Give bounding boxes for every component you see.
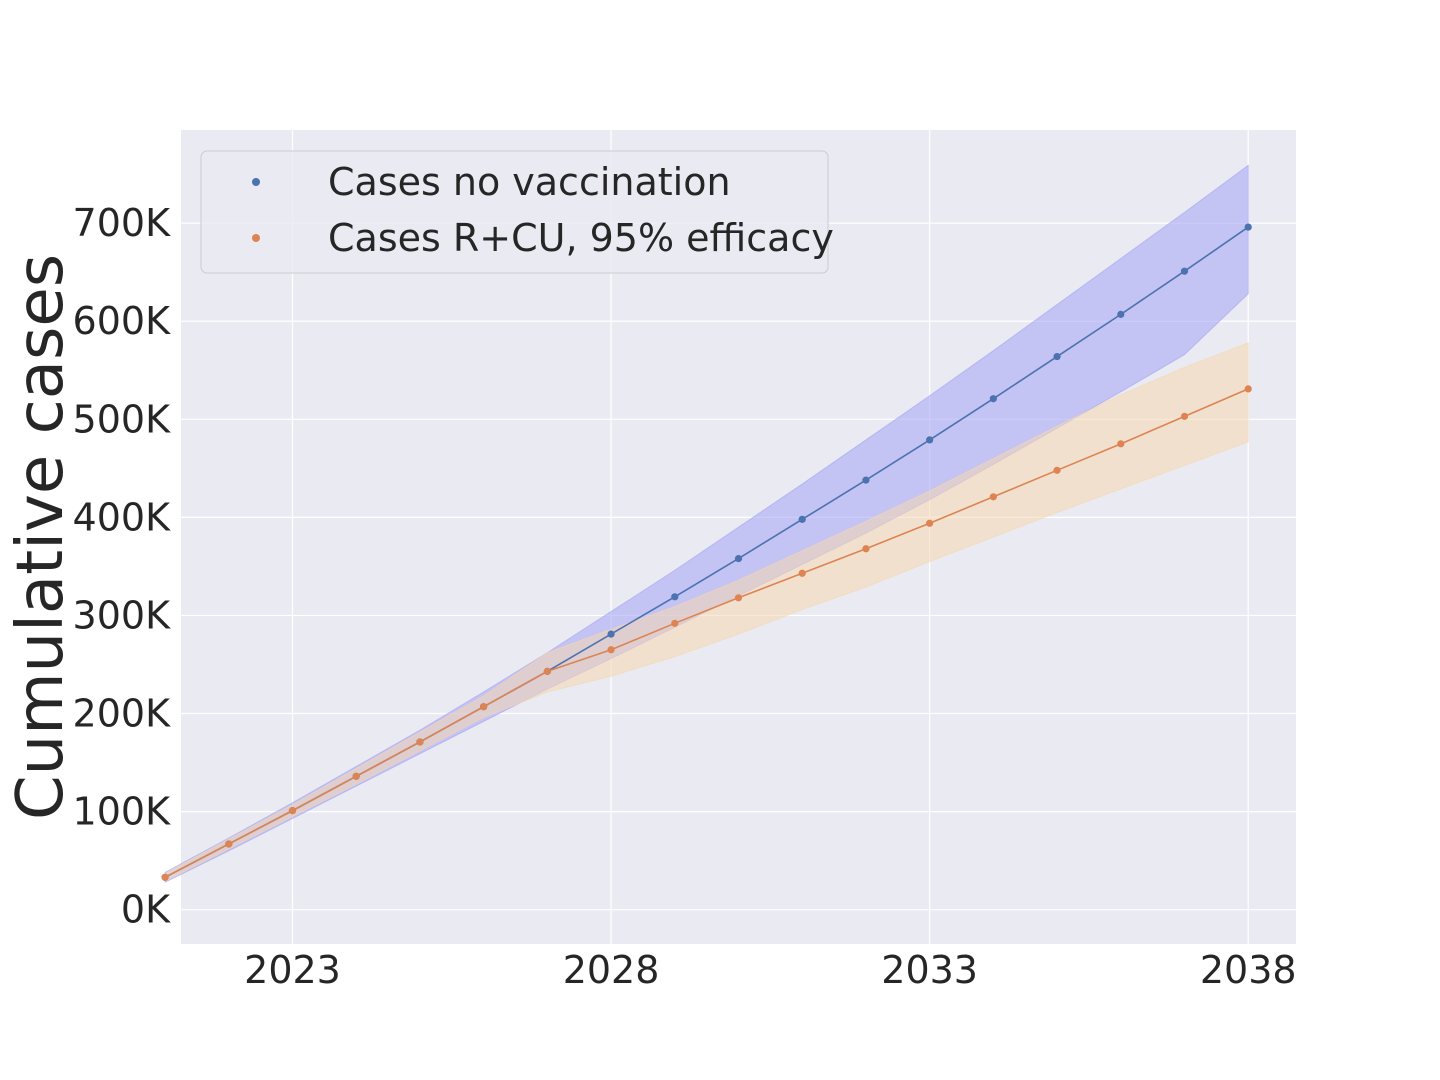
legend-marker — [252, 234, 260, 242]
data-point — [671, 593, 679, 601]
legend-label: Cases R+CU, 95% efficacy — [328, 216, 834, 260]
y-tick-label: 500K — [73, 397, 172, 441]
data-point — [352, 772, 360, 780]
data-point — [862, 545, 870, 553]
series-line-2 — [164, 388, 1249, 879]
y-tick-label: 700K — [73, 201, 172, 245]
data-point — [288, 807, 297, 815]
x-tick-label: 2028 — [563, 948, 660, 992]
legend: Cases no vaccination Cases R+CU, 95% effi… — [200, 150, 834, 274]
data-point — [1244, 223, 1252, 231]
data-point — [416, 738, 424, 746]
data-point — [225, 840, 233, 848]
data-point — [1117, 440, 1125, 448]
data-point — [543, 667, 551, 675]
data-point — [1180, 412, 1189, 420]
x-tick-label: 2023 — [244, 948, 341, 992]
data-point — [161, 873, 169, 881]
data-point — [798, 569, 806, 577]
x-axis-ticks: 2023 2028 2033 2038 — [244, 948, 1296, 992]
data-point — [1053, 352, 1061, 361]
data-point — [671, 619, 679, 627]
confidence-bands — [164, 164, 1249, 884]
x-tick-label: 2033 — [881, 948, 978, 992]
data-point — [607, 630, 615, 638]
series-lines — [164, 226, 1249, 879]
data-point — [480, 703, 488, 711]
y-axis-title: Cumulative cases — [4, 254, 78, 820]
y-tick-label: 0K — [121, 888, 171, 932]
data-point — [1244, 385, 1252, 393]
data-point — [798, 515, 806, 523]
y-tick-label: 200K — [73, 692, 172, 736]
y-tick-label: 400K — [73, 495, 172, 539]
data-point — [1180, 267, 1189, 275]
data-point — [1053, 466, 1061, 474]
legend-marker — [252, 178, 260, 186]
data-point — [989, 395, 997, 403]
confidence-band-2 — [164, 342, 1249, 883]
y-tick-label: 600K — [73, 299, 172, 343]
data-point — [862, 476, 870, 484]
y-axis-ticks: 0K 100K 200K 300K 400K 500K 600K 700K — [73, 201, 172, 932]
data-point — [607, 646, 615, 654]
x-tick-label: 2038 — [1200, 948, 1297, 992]
legend-label: Cases no vaccination — [328, 160, 731, 204]
data-point — [989, 493, 997, 501]
data-point — [926, 519, 934, 527]
data-point — [734, 594, 743, 602]
data-point — [734, 554, 743, 563]
data-point — [1117, 310, 1125, 318]
y-tick-label: 100K — [73, 790, 172, 834]
series-points — [161, 223, 1252, 881]
data-point — [926, 436, 934, 444]
legend-frame — [200, 150, 829, 274]
y-tick-label: 300K — [73, 593, 172, 637]
